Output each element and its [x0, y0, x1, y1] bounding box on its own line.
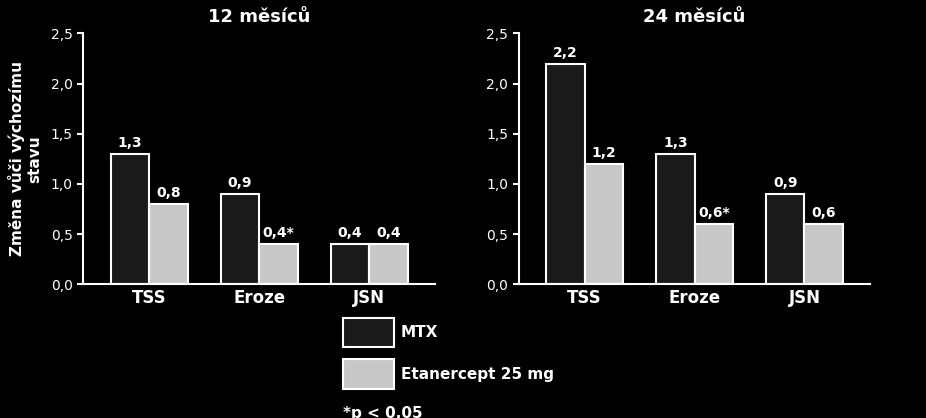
Text: 0,9: 0,9: [773, 176, 797, 190]
Text: 1,2: 1,2: [592, 146, 616, 160]
Text: Etanercept 25 mg: Etanercept 25 mg: [401, 367, 554, 382]
Title: 12 měsíců: 12 měsíců: [208, 8, 310, 26]
Bar: [694, 224, 733, 284]
Bar: [805, 224, 843, 284]
Bar: [584, 164, 623, 284]
Bar: [331, 244, 369, 284]
Bar: [111, 154, 149, 284]
Title: 24 měsíců: 24 měsíců: [644, 8, 745, 26]
Text: 0,6: 0,6: [811, 206, 836, 220]
Bar: [766, 194, 805, 284]
Bar: [656, 154, 694, 284]
Text: 1,3: 1,3: [118, 136, 143, 150]
Bar: [220, 194, 259, 284]
Bar: [149, 204, 188, 284]
Text: 0,9: 0,9: [228, 176, 252, 190]
Y-axis label: Změna vůči výchozímu
stavu: Změna vůči výchozímu stavu: [8, 61, 43, 256]
Text: 0,6*: 0,6*: [698, 206, 730, 220]
Text: 0,4: 0,4: [338, 226, 362, 240]
Text: 0,4: 0,4: [376, 226, 401, 240]
Text: MTX: MTX: [401, 325, 438, 340]
Bar: [259, 244, 298, 284]
Text: *p < 0,05: *p < 0,05: [343, 406, 422, 418]
Text: 0,8: 0,8: [156, 186, 181, 200]
Bar: [369, 244, 407, 284]
Text: 2,2: 2,2: [553, 46, 578, 59]
Text: 0,4*: 0,4*: [263, 226, 294, 240]
Text: 1,3: 1,3: [663, 136, 688, 150]
Bar: [546, 64, 584, 284]
